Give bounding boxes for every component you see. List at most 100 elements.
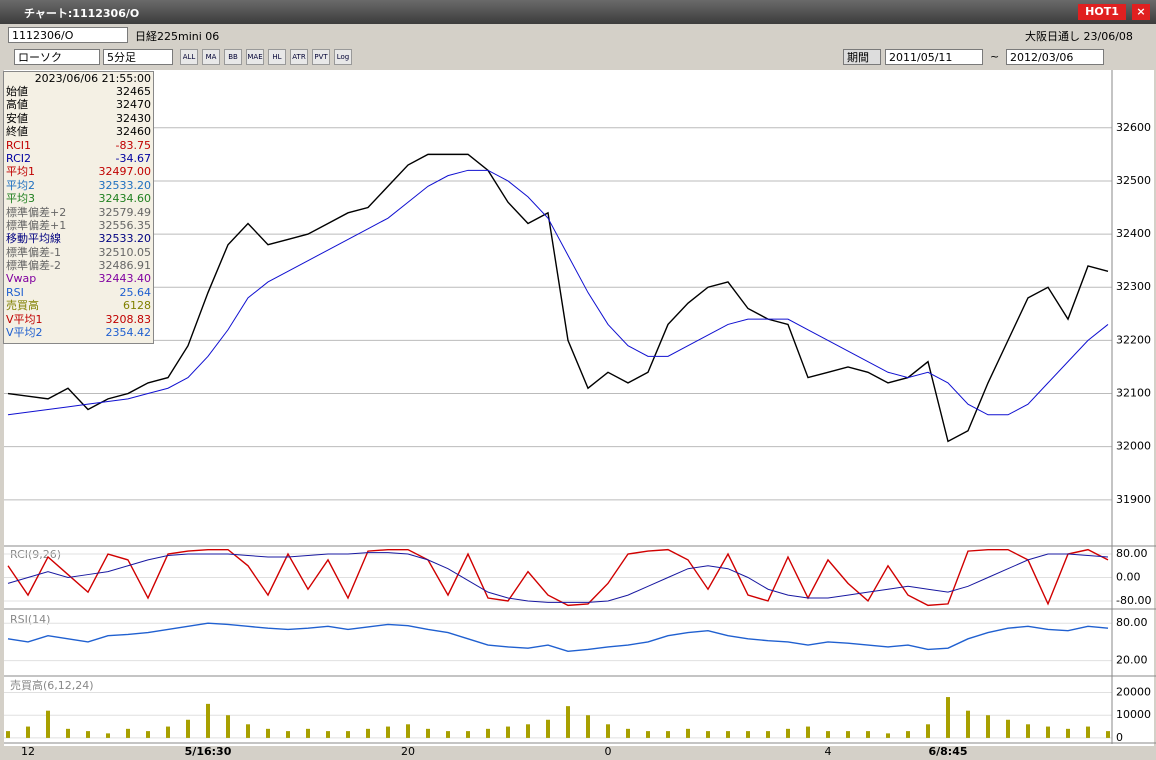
volume-bar	[566, 706, 570, 738]
y-tick-label: 32300	[1116, 280, 1151, 293]
toolbar-icon[interactable]: ALL	[180, 49, 198, 65]
volume-bar	[786, 728, 790, 738]
info-value: 32556.35	[98, 218, 152, 232]
volume-bar	[1046, 726, 1050, 738]
volume-bar	[906, 731, 910, 738]
info-value: 32430	[116, 111, 151, 125]
volume-bar	[146, 731, 150, 738]
volume-bar	[386, 726, 390, 738]
volume-bar	[1026, 724, 1030, 738]
volume-bar	[1106, 731, 1110, 738]
y-tick-label: 32400	[1116, 227, 1151, 240]
to-date[interactable]: 2012/03/06	[1006, 49, 1104, 65]
volume-bar	[206, 703, 210, 738]
info-value: 3208.83	[105, 312, 152, 326]
info-label: 移動平均線	[6, 232, 61, 246]
info-label: 平均1	[6, 165, 35, 179]
toolbar-icons: ALL MA BB MAE HL ATR PVT Log	[180, 49, 352, 65]
info-value: 32533.20	[98, 178, 152, 192]
volume-bar	[366, 728, 370, 738]
toolbar-icon[interactable]: MA	[202, 49, 220, 65]
volume-bar	[46, 710, 50, 738]
y-tick-label: 20000	[1116, 686, 1151, 699]
market: 大阪日通し 23/06/08	[1025, 30, 1133, 43]
info-value: -34.67	[115, 151, 151, 165]
volume-bar	[746, 731, 750, 738]
volume-bar	[506, 726, 510, 738]
y-tick-label: 80.00	[1116, 547, 1148, 560]
period-button[interactable]: 期間	[843, 49, 881, 65]
info-label: V平均1	[6, 312, 43, 326]
info-label: 標準偏差+1	[6, 218, 67, 232]
y-tick-label: 0.00	[1116, 571, 1141, 584]
info-label: 標準偏差-2	[6, 259, 61, 273]
toolbar-icon[interactable]: PVT	[312, 49, 330, 65]
info-value: 25.64	[119, 285, 152, 299]
series-line	[7, 169, 1109, 416]
info-value: -83.75	[115, 138, 151, 152]
volume-bar	[306, 728, 310, 738]
volume-bar	[346, 731, 350, 738]
close-button[interactable]: ×	[1132, 4, 1150, 20]
y-tick-label: 20.00	[1116, 654, 1148, 667]
volume-bar	[806, 726, 810, 738]
volume-bar	[466, 731, 470, 738]
toolbar-icon[interactable]: MAE	[246, 49, 264, 65]
y-tick-label: 32000	[1116, 440, 1151, 453]
symbol-name: 日経225mini 06	[135, 30, 220, 43]
style-select[interactable]: ローソク	[14, 49, 100, 65]
info-label: 売買高	[6, 299, 39, 313]
info-row: 平均3 32434.60	[4, 192, 153, 205]
info-datetime: 2023/06/06 21:55:00	[34, 72, 151, 85]
info-label: Vwap	[6, 272, 37, 286]
volume-bar	[706, 731, 710, 738]
volume-bar	[106, 733, 110, 738]
y-tick-label: 32500	[1116, 174, 1151, 187]
info-value: 32443.40	[98, 272, 152, 286]
volume-bar	[126, 728, 130, 738]
info-row: 売買高 6128	[4, 299, 153, 312]
tilde: ~	[990, 50, 1000, 63]
window-title: チャート:1112306/O	[24, 7, 140, 20]
volume-bar	[586, 715, 590, 738]
volume-bar	[826, 731, 830, 738]
toolbar-icon[interactable]: BB	[224, 49, 242, 65]
info-label: 平均2	[6, 178, 35, 192]
info-label: V平均2	[6, 326, 43, 340]
x-tick-label: 0	[605, 745, 612, 758]
volume-bar	[926, 724, 930, 738]
info-row: Vwap 32443.40	[4, 272, 153, 285]
symbol-box[interactable]: 1112306/O	[8, 27, 128, 43]
hot-button[interactable]: HOT1	[1078, 4, 1126, 20]
y-tick-label: 80.00	[1116, 616, 1148, 629]
toolbar-icon[interactable]: Log	[334, 49, 352, 65]
info-row: V平均2 2354.42	[4, 326, 153, 339]
info-label: 終値	[6, 125, 28, 139]
title-bar: チャート:1112306/O HOT1 ×	[0, 0, 1156, 24]
info-value: 32497.00	[98, 165, 152, 179]
volume-bar	[726, 731, 730, 738]
volume-bar	[6, 731, 10, 738]
volume-bar	[866, 731, 870, 738]
volume-bar	[26, 726, 30, 738]
volume-bar	[526, 724, 530, 738]
interval-select[interactable]: 5分足	[103, 49, 173, 65]
toolbar-icon[interactable]: ATR	[290, 49, 308, 65]
toolbar-icon[interactable]: HL	[268, 49, 286, 65]
info-value: 6128	[123, 299, 151, 313]
info-row: 始値 32465	[4, 85, 153, 98]
volume-bar	[426, 728, 430, 738]
volume-bar	[626, 728, 630, 738]
series-line	[7, 548, 1109, 607]
info-row: 高値 32470	[4, 98, 153, 111]
volume-bar	[66, 728, 70, 738]
info-value: 32510.05	[98, 245, 152, 259]
volume-bar	[986, 715, 990, 738]
volume-bar	[266, 728, 270, 738]
info-value: 32460	[116, 125, 151, 139]
info-row: 標準偏差+2 32579.49	[4, 206, 153, 219]
from-date[interactable]: 2011/05/11	[885, 49, 983, 65]
x-tick-label: 5/16:30	[185, 745, 232, 758]
